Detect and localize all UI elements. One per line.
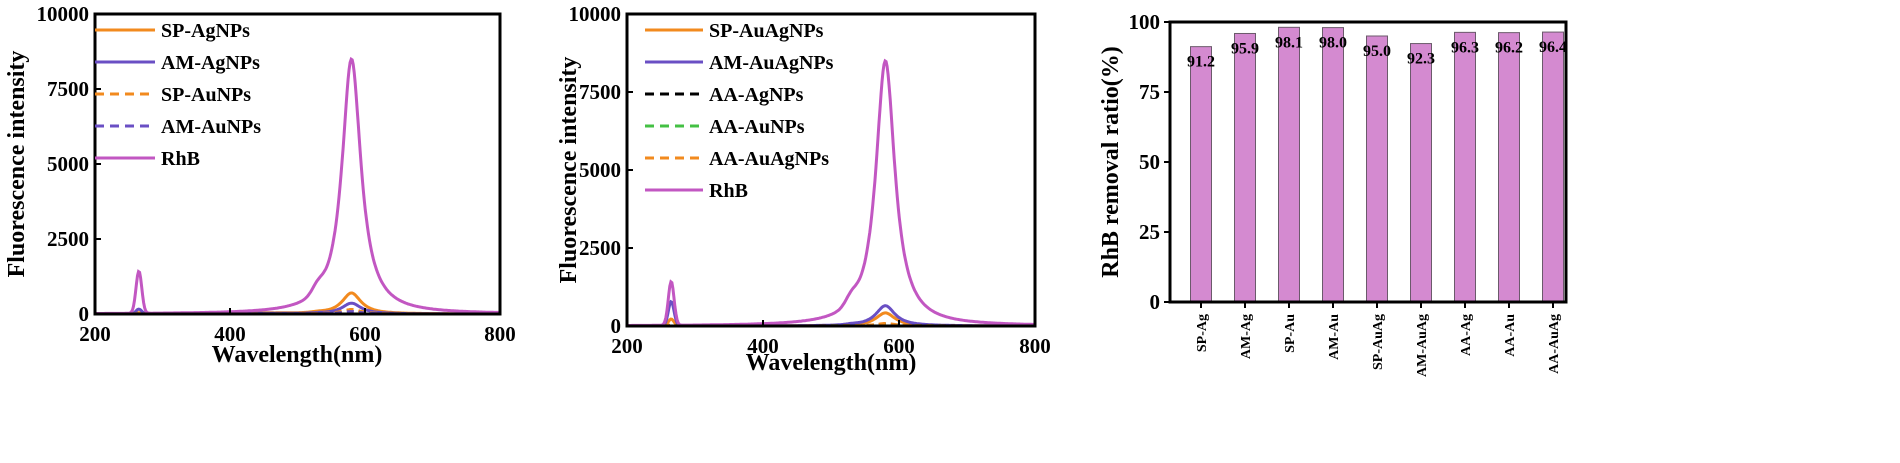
p2-x-tick-label: 600 — [883, 334, 915, 358]
p3-bar-value-label: 95.9 — [1231, 40, 1259, 57]
p3-bar-sp-ag — [1190, 46, 1212, 303]
panel-middle-fluorescence: 200 400 600 800 0 2500 5000 7500 10000 SP-AuAgNP… — [556, 2, 1051, 376]
p1-y-tick-label: 0 — [79, 302, 90, 326]
p2-legend: SP-AuAgNPs AM-AuAgNPs AA-AgNPs AA-AuNPs AA-A… — [645, 20, 834, 202]
p3-y-tick-label: 75 — [1139, 80, 1160, 104]
p2-x-tick-label: 400 — [747, 334, 779, 358]
p3-bar-am-ag — [1234, 32, 1256, 303]
panel-left-fluorescence: 200 400 600 800 0 2500 5000 7500 10000 SP-AgNPs A… — [4, 2, 516, 368]
p3-category-label: AM-AuAg — [1415, 314, 1430, 377]
p3-category-label: AM-Ag — [1239, 314, 1254, 359]
p3-bar-aa-auag — [1542, 31, 1564, 303]
p2-y-tick-label: 7500 — [579, 80, 621, 104]
p2-legend-label: SP-AuAgNPs — [709, 20, 824, 42]
p1-y-tick-label: 7500 — [47, 77, 89, 101]
p3-category-label: SP-Au — [1283, 314, 1298, 353]
p3-bar-am-auag — [1410, 43, 1432, 303]
p3-bar-value-label: 96.2 — [1495, 40, 1523, 57]
p3-bar-am-au — [1322, 27, 1344, 303]
p2-y-tick-label: 2500 — [579, 236, 621, 260]
p3-category-label: SP-AuAg — [1371, 314, 1386, 370]
p1-axis-ticks: 200 400 600 800 0 2500 5000 7500 10000 — [37, 2, 516, 346]
p3-y-tick-label: 25 — [1139, 220, 1160, 244]
p3-bar-aa-au — [1498, 32, 1520, 303]
p3-y-tick-label: 0 — [1150, 290, 1161, 314]
p2-x-tick-label: 200 — [611, 334, 643, 358]
p3-bar-sp-auag — [1366, 35, 1388, 303]
p2-legend-label: AA-AuNPs — [709, 116, 805, 138]
p2-legend-label: AM-AuAgNPs — [709, 52, 834, 74]
p1-y-tick-label: 2500 — [47, 227, 89, 251]
p2-series-rhb — [627, 58, 1035, 327]
p2-axis-ticks: 200 400 600 800 0 2500 5000 7500 10000 — [569, 2, 1051, 358]
p3-bar-sp-au — [1278, 26, 1300, 303]
p1-legend-label: RhB — [161, 148, 200, 170]
p2-y-tick-label: 5000 — [579, 158, 621, 182]
p3-y-tick-label: 100 — [1129, 10, 1161, 34]
p2-x-axis-title: Wavelength(nm) — [746, 350, 917, 376]
p3-bar-value-label: 96.3 — [1451, 39, 1479, 56]
p2-legend-label: RhB — [709, 180, 748, 202]
p1-x-tick-label: 600 — [349, 322, 381, 346]
p3-y-axis-title: RhB removal ratio(%) — [1098, 46, 1124, 278]
p2-legend-label: AA-AgNPs — [709, 84, 804, 106]
p1-y-tick-label: 10000 — [37, 2, 90, 26]
p3-category-label: AA-AuAg — [1547, 314, 1562, 374]
p1-series-rhb — [95, 56, 500, 315]
p3-bar-value-label: 96.4 — [1539, 39, 1567, 56]
p3-category-label: SP-Ag — [1195, 314, 1210, 352]
p1-y-tick-label: 5000 — [47, 152, 89, 176]
p3-category-label: AA-Au — [1503, 314, 1518, 357]
p1-curves — [95, 56, 500, 316]
p1-x-axis-title: Wavelength(nm) — [212, 342, 383, 368]
p2-x-tick-label: 800 — [1019, 334, 1051, 358]
p1-plot-frame — [93, 12, 502, 316]
p2-y-axis-title: Fluorescence intensity — [556, 57, 582, 284]
p1-x-tick-label: 800 — [484, 322, 516, 346]
p1-x-tick-label: 200 — [79, 322, 111, 346]
p3-y-tick-label: 50 — [1139, 150, 1160, 174]
p3-bar-value-label: 91.2 — [1187, 54, 1215, 71]
p1-legend: SP-AgNPs AM-AgNPs SP-AuNPs AM-AuNPs RhB — [95, 20, 261, 170]
p1-legend-label: SP-AgNPs — [161, 20, 250, 42]
p1-y-axis-title: Fluorescence intensity — [4, 51, 30, 278]
p2-legend-label: AA-AuAgNPs — [709, 148, 829, 170]
p3-category-label: AA-Ag — [1459, 314, 1474, 356]
p2-y-tick-label: 0 — [611, 314, 622, 338]
p1-legend-label: SP-AuNPs — [161, 84, 251, 106]
p3-axis-ticks: 0 25 50 75 100 SP-Ag AM-Ag SP-Au AM-Au SP-AuAg AM-… — [1129, 10, 1563, 377]
p1-x-tick-label: 400 — [214, 322, 246, 346]
p3-bar-value-label: 98.1 — [1275, 34, 1303, 51]
p3-bar-value-label: 92.3 — [1407, 51, 1435, 68]
p3-bars: 91.2 95.9 98.1 98.0 95.0 92.3 96.3 96.2 96.4 — [1187, 26, 1567, 303]
p3-bar-value-label: 98.0 — [1319, 35, 1347, 52]
p3-bar-value-label: 95.0 — [1363, 43, 1391, 60]
p1-legend-label: AM-AgNPs — [161, 52, 260, 74]
p2-curves — [627, 58, 1035, 328]
panel-right-removal-ratio: 91.2 95.9 98.1 98.0 95.0 92.3 96.3 96.2 96.4 0 25… — [1098, 10, 1568, 377]
p1-legend-label: AM-AuNPs — [161, 116, 261, 138]
p3-bar-aa-ag — [1454, 31, 1476, 303]
p3-category-label: AM-Au — [1327, 314, 1342, 360]
p2-y-tick-label: 10000 — [569, 2, 622, 26]
